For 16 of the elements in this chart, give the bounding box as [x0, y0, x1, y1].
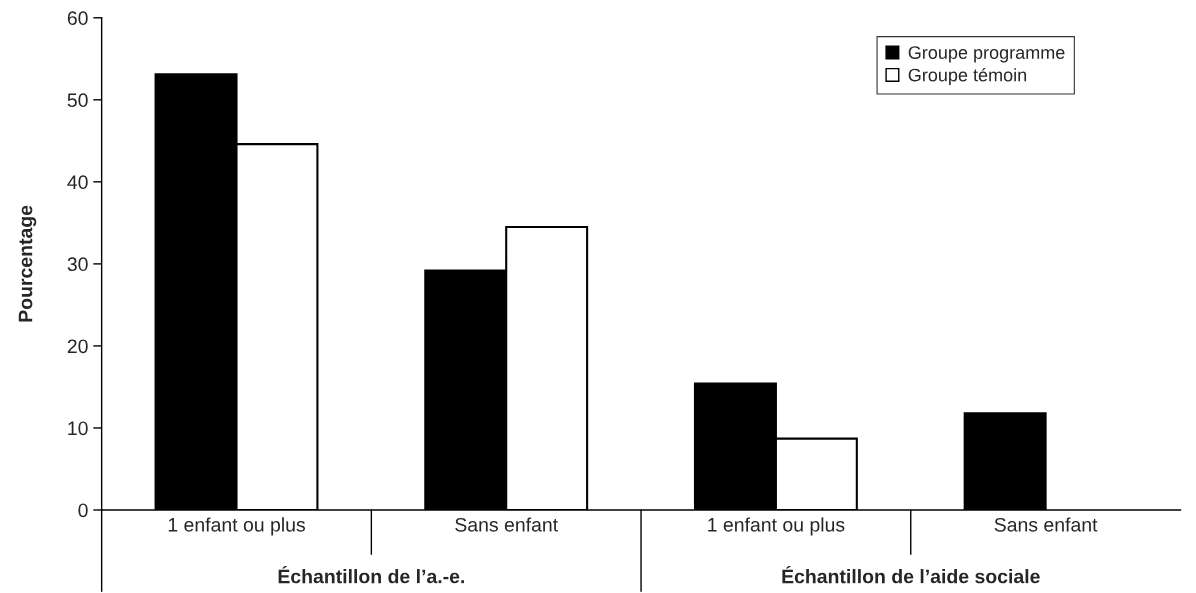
y-tick-label: 0 — [78, 503, 88, 518]
text: Échantillon de l’a.-e. — [278, 565, 465, 584]
y-tick-label: 50 — [67, 93, 88, 108]
text: Échantillon de l’aide sociale — [782, 565, 1040, 584]
x-tick-label: Sans enfant — [455, 517, 558, 532]
legend-label: Groupe programme — [908, 46, 1065, 63]
x-tick-label: Sans enfant — [994, 517, 1098, 532]
y-tick-label: 10 — [68, 421, 88, 436]
legend-label: Groupe témoin — [908, 67, 1027, 85]
x-tick-label: 1 enfant ou plus — [708, 517, 845, 536]
y-axis-title: Pourcentage — [18, 205, 37, 322]
y-tick-label: 20 — [67, 339, 88, 354]
y-tick-label: 30 — [67, 257, 88, 272]
x-tick-label: 1 enfant ou plus — [168, 517, 305, 536]
y-tick-label: 60 — [67, 11, 88, 26]
y-tick-label: 40 — [67, 175, 88, 190]
